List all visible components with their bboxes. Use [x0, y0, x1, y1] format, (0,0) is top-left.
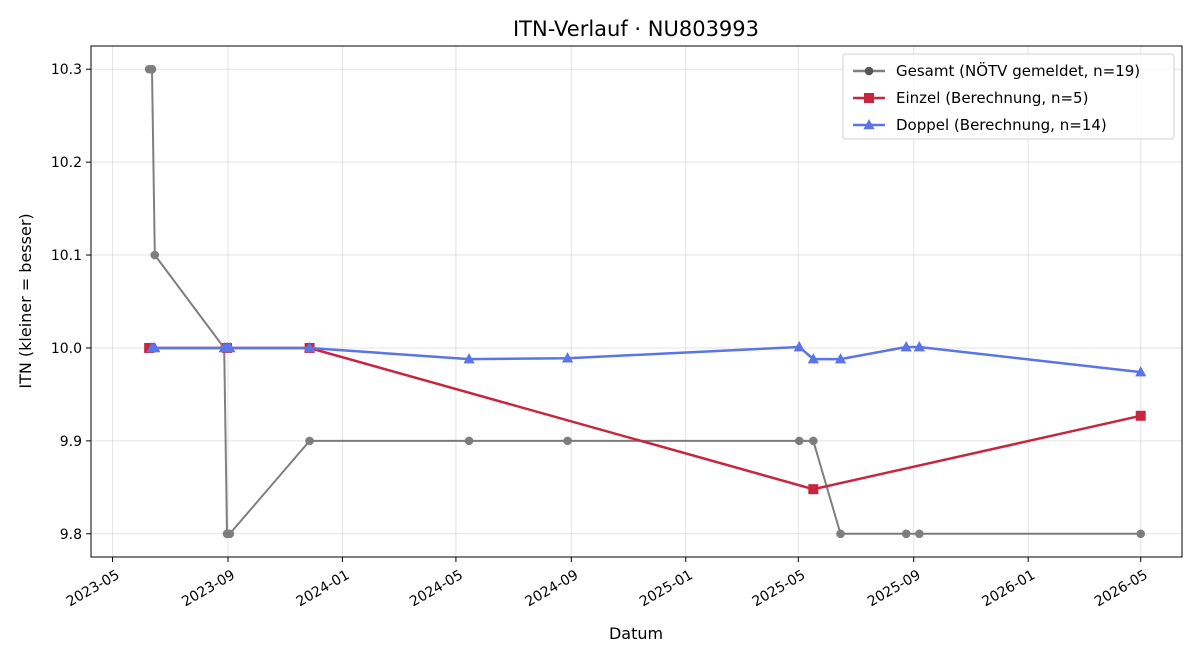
data-point-doppel — [913, 341, 925, 352]
x-tick-label: 2025-09 — [865, 567, 924, 610]
data-point-gesamt — [147, 64, 157, 74]
legend-label-einzel: Einzel (Berechnung, n=5) — [896, 89, 1088, 107]
data-point-doppel — [149, 341, 161, 353]
data-point-gesamt — [809, 436, 818, 446]
grid-layer — [91, 46, 1182, 557]
x-tick-label: 2026-01 — [979, 567, 1038, 610]
data-point-doppel — [303, 341, 316, 353]
x-tick-label: 2025-01 — [637, 567, 696, 610]
x-tick-label: 2025-05 — [750, 567, 809, 610]
data-point-gesamt — [563, 436, 572, 446]
x-tick-label: 2023-09 — [179, 567, 238, 610]
data-point-gesamt — [305, 436, 314, 446]
y-tick-label: 10.2 — [51, 155, 82, 171]
x-tick-label: 2024-01 — [294, 567, 353, 610]
series-layer — [144, 64, 1147, 539]
data-point-gesamt — [901, 529, 911, 539]
legend-marker-gesamt — [864, 66, 874, 76]
data-point-einzel — [808, 484, 819, 495]
y-axis-ticks: 9.8 9.9 10.0 10.1 10.2 10.3 — [51, 62, 91, 543]
data-point-gesamt — [464, 436, 474, 446]
data-point-gesamt — [225, 529, 235, 539]
y-tick-label: 9.9 — [60, 434, 82, 450]
legend-label-gesamt: Gesamt (NÖTV gemeldet, n=19) — [896, 61, 1140, 80]
data-point-gesamt — [794, 436, 804, 446]
data-point-gesamt — [1136, 529, 1146, 539]
legend-box — [842, 53, 1175, 140]
data-point-gesamt — [915, 529, 924, 539]
series-line-doppel — [152, 345, 1141, 374]
data-point-doppel — [793, 341, 805, 352]
y-axis-label: ITN (kleiner = besser) — [16, 213, 35, 388]
data-point-doppel — [1135, 366, 1147, 377]
data-point-doppel — [561, 352, 574, 363]
legend-label-doppel: Doppel (Berechnung, n=14) — [896, 116, 1107, 134]
y-tick-label: 10.0 — [51, 341, 82, 357]
data-point-gesamt — [836, 529, 845, 539]
data-point-doppel — [900, 341, 912, 352]
legend: Gesamt (NÖTV gemeldet, n=19) Einzel (Bere… — [842, 53, 1175, 140]
chart-title: ITN-Verlauf · NU803993 — [513, 17, 759, 41]
x-tick-label: 2024-09 — [523, 567, 582, 610]
legend-marker-doppel — [863, 119, 875, 130]
data-point-doppel — [807, 353, 819, 364]
x-tick-label: 2023-05 — [64, 567, 123, 610]
plot-frame — [90, 45, 1183, 558]
data-point-einzel — [1135, 410, 1146, 421]
data-point-gesamt — [150, 250, 160, 260]
legend-marker-einzel — [864, 93, 874, 103]
data-point-doppel — [224, 341, 236, 353]
series-doppel — [146, 341, 1147, 377]
data-point-doppel — [834, 353, 847, 364]
y-tick-label: 10.1 — [51, 248, 82, 264]
x-axis-ticks: 2023-05 2023-09 2024-01 2024-05 2024-09 2025-… — [64, 557, 1151, 610]
x-tick-label: 2026-05 — [1092, 567, 1151, 610]
data-point-doppel — [463, 353, 475, 364]
series-einzel — [144, 342, 1146, 495]
series-line-einzel — [149, 346, 1141, 491]
y-tick-label: 10.3 — [51, 62, 82, 78]
x-axis-label: Datum — [609, 624, 663, 643]
y-tick-label: 9.8 — [60, 527, 82, 543]
x-tick-label: 2024-05 — [407, 567, 466, 610]
